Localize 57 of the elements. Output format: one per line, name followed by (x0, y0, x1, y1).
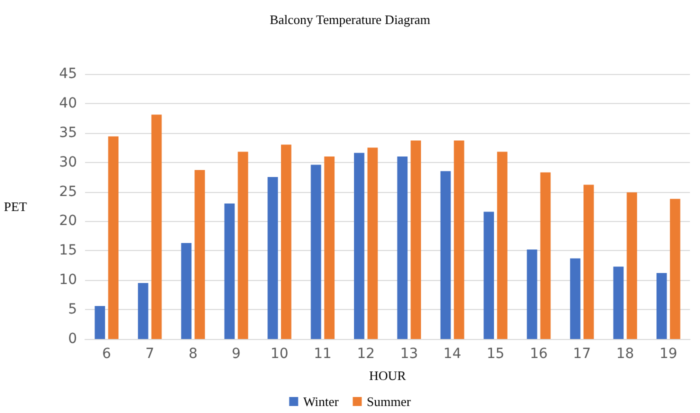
bar (440, 171, 451, 339)
x-tick-label: 7 (145, 346, 154, 362)
x-tick-label: 12 (356, 346, 375, 362)
x-tick-label: 18 (616, 346, 634, 362)
bar (613, 266, 624, 339)
legend-label: Winter (303, 394, 340, 409)
bar (526, 249, 538, 339)
chart-title: Balcony Temperature Diagram (270, 12, 430, 27)
bar (324, 156, 335, 339)
bar (626, 192, 638, 339)
bar (238, 152, 248, 339)
x-tick-label: 9 (232, 346, 241, 362)
x-tick-label: 13 (400, 346, 418, 362)
bar (281, 144, 292, 339)
bar (354, 152, 364, 339)
y-tick-label: 20 (59, 213, 77, 230)
bar (397, 156, 408, 339)
bar (138, 283, 148, 339)
y-tick-label: 5 (68, 302, 77, 318)
x-tick-label: 17 (573, 346, 591, 362)
bar (454, 140, 464, 339)
bar (224, 204, 235, 339)
x-tick-label: 10 (270, 346, 288, 362)
x-tick-label: 14 (443, 346, 462, 362)
bar (497, 152, 508, 339)
y-tick-label: 10 (59, 272, 77, 288)
bar (268, 177, 278, 339)
bar (108, 136, 118, 339)
x-tick-label: 6 (102, 346, 112, 362)
bar (484, 212, 494, 339)
bar (570, 258, 580, 339)
bar (367, 148, 378, 339)
legend-label: Summer (366, 394, 412, 409)
bar (94, 306, 106, 339)
bar (151, 114, 162, 339)
y-tick-label: 0 (68, 331, 77, 347)
bar (194, 170, 205, 339)
bar (181, 243, 192, 339)
x-tick-label: 8 (188, 346, 198, 362)
y-tick-label: 25 (59, 184, 77, 200)
bar (310, 164, 322, 339)
x-tick-label: 15 (486, 346, 504, 362)
y-tick-label: 30 (59, 154, 77, 170)
bar (670, 198, 680, 339)
bar (584, 184, 594, 339)
y-axis-title: PET (4, 199, 28, 214)
x-tick-label: 11 (314, 346, 332, 362)
y-tick-label: 45 (59, 66, 77, 82)
y-tick-label: 35 (59, 124, 77, 141)
x-tick-label: 19 (659, 346, 678, 362)
bar (656, 273, 667, 339)
x-tick-label: 16 (530, 346, 548, 362)
bar (410, 140, 421, 339)
x-axis-title: HOUR (369, 368, 406, 383)
y-tick-label: 40 (59, 95, 77, 112)
bar (540, 172, 551, 339)
y-tick-label: 15 (59, 242, 77, 259)
